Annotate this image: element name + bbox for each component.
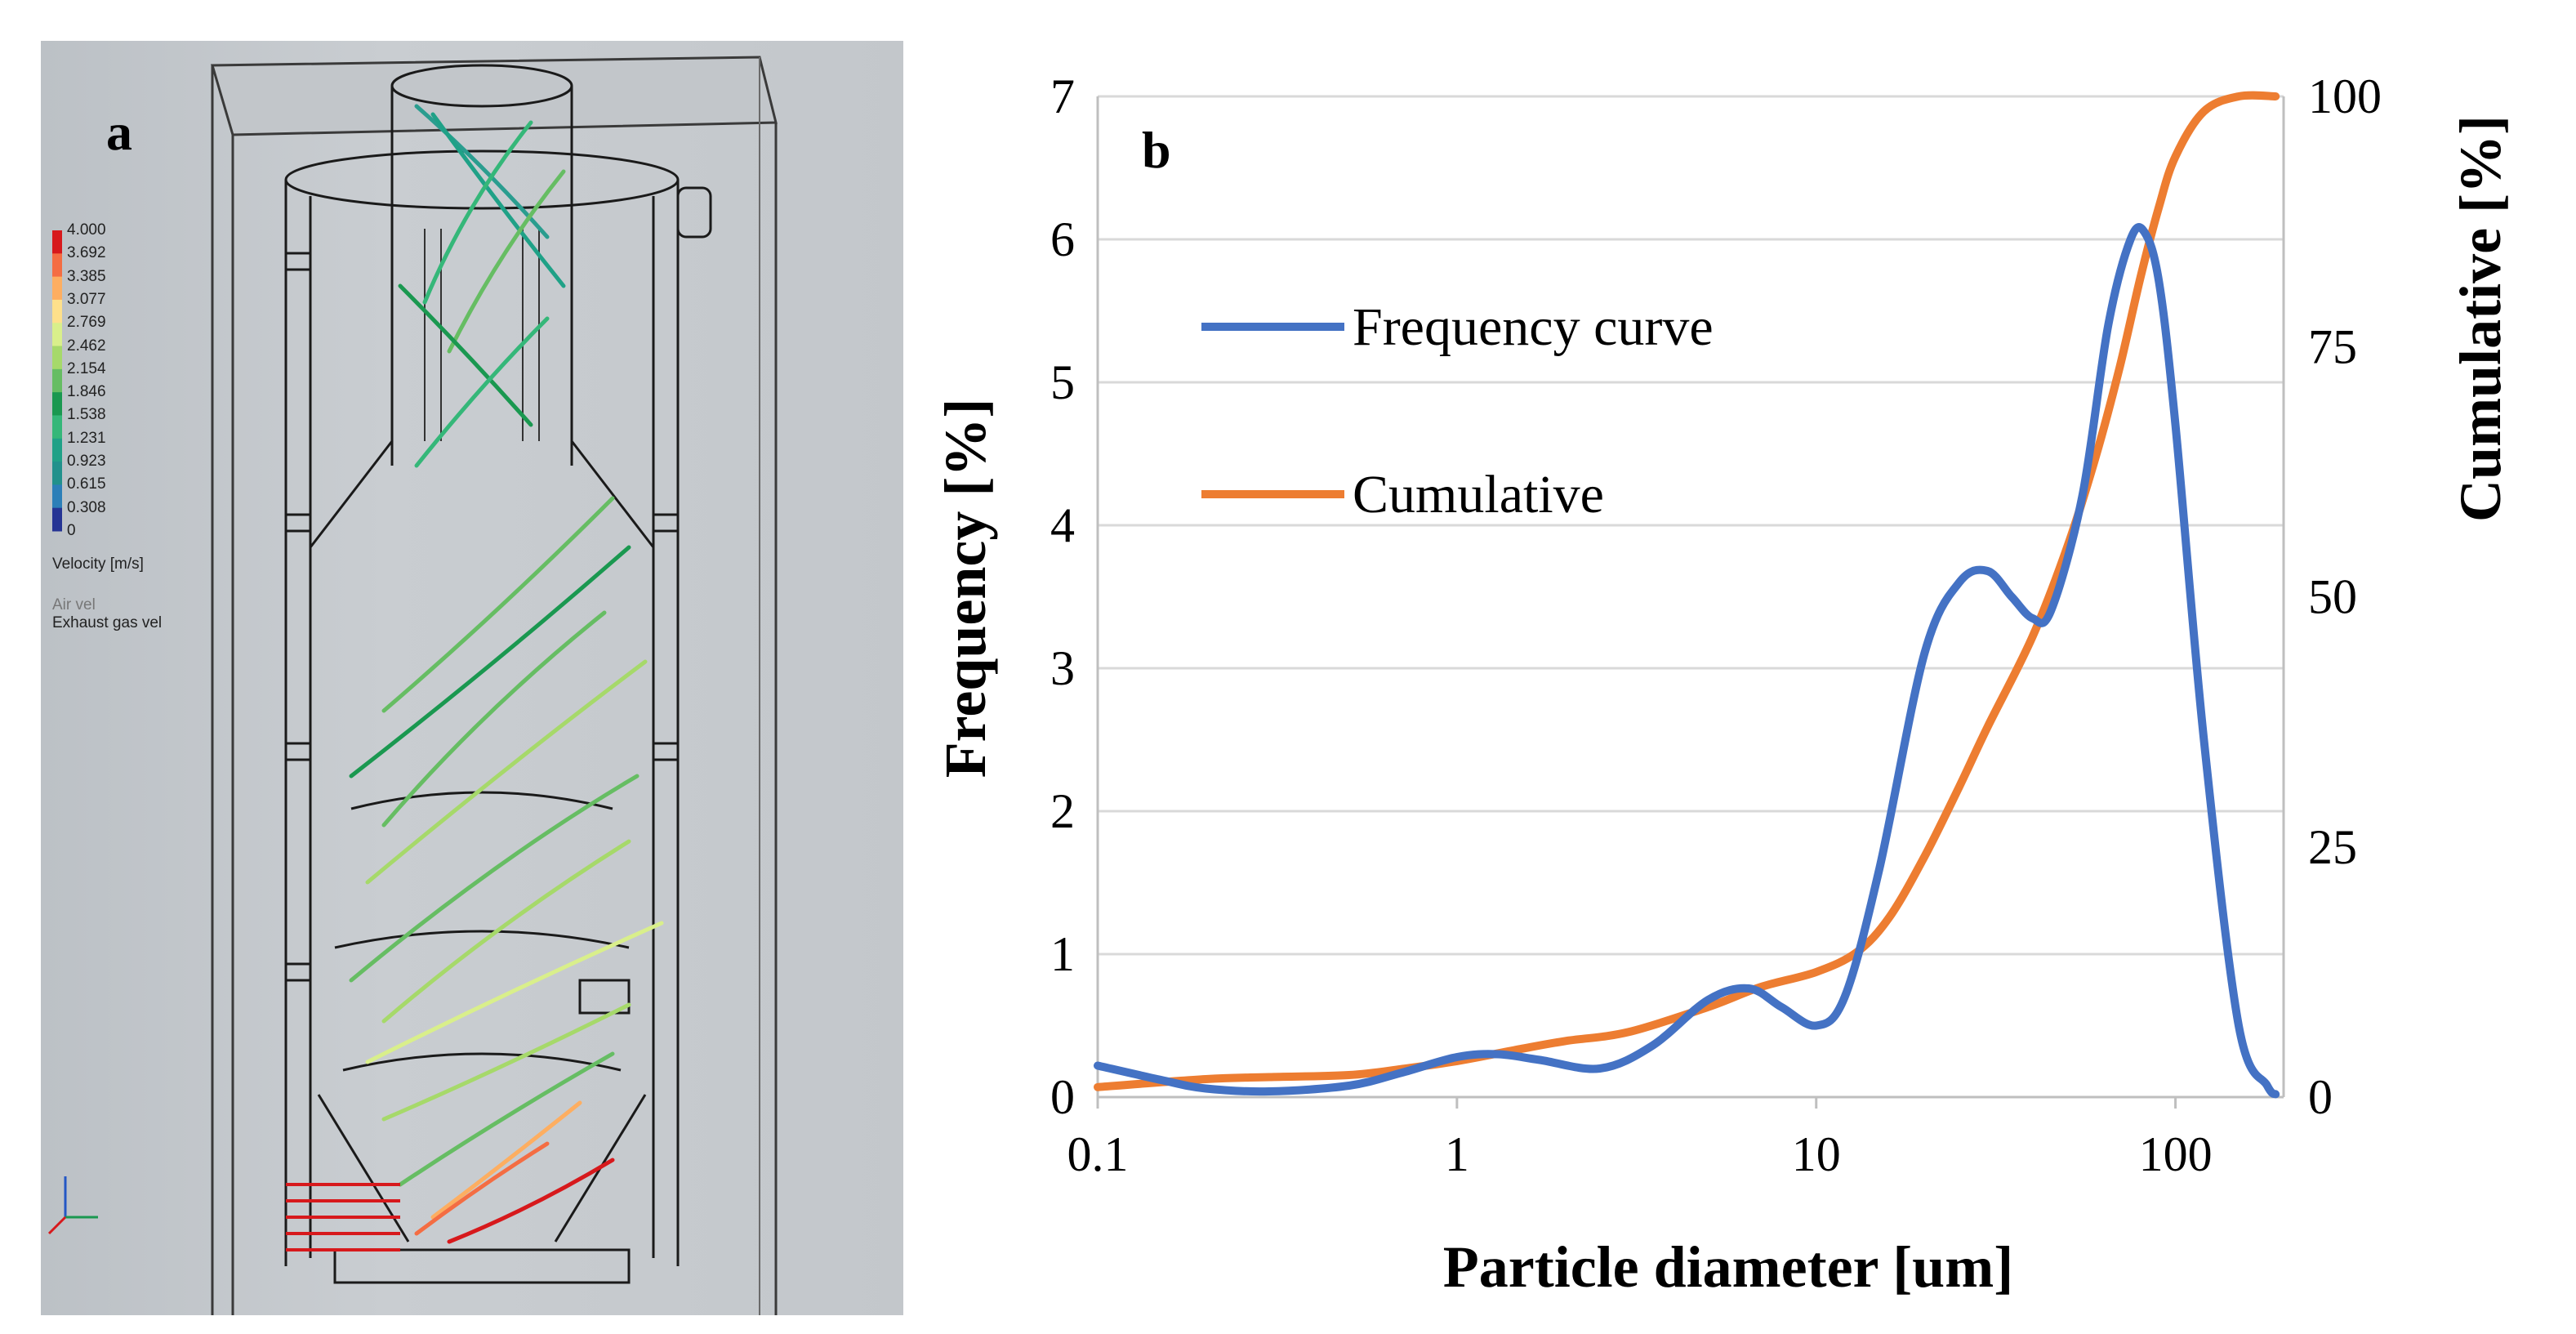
colorbar-segment [52, 507, 62, 532]
y-tick-label: 3 [1050, 641, 1075, 695]
y2-tick-label: 25 [2308, 820, 2357, 874]
x-tick-labels: 0.1 1 10 100 [1067, 1097, 2213, 1181]
chart-svg: 0 1 2 3 4 5 6 7 0 25 50 75 100 0.1 1 10 100 Frequency … [933, 69, 2513, 1300]
y-tick-label: 0 [1050, 1070, 1075, 1124]
panel-b-label: b [1142, 121, 1171, 179]
x-tick-label: 0.1 [1067, 1127, 1129, 1181]
flow-streamlines [349, 104, 664, 1244]
colorbar-tick-label: 2.462 [67, 337, 106, 355]
y2-tick-label: 75 [2308, 319, 2357, 373]
x-tick-label: 100 [2139, 1127, 2213, 1181]
colorbar-tick-label: 3.077 [67, 290, 106, 308]
velocity-colorbar [52, 230, 62, 532]
y-tick-label: 5 [1050, 355, 1075, 409]
colorbar-title: Velocity [m/s] [52, 555, 144, 573]
colorbar-segment [52, 276, 62, 301]
x-tick-label: 10 [1792, 1127, 1841, 1181]
y2-axis-title: Cumulative [%] [2448, 115, 2513, 522]
colorbar-tick-label: 0.923 [67, 453, 106, 471]
colorbar-tick-label: 3.692 [67, 244, 106, 262]
inlet-arrows [286, 1183, 400, 1251]
colorbar-tick-label: 3.385 [67, 267, 106, 285]
y-tick-label: 6 [1050, 212, 1075, 266]
column-body [284, 64, 712, 1284]
panel-a-label: a [106, 103, 132, 161]
y2-tick-label: 100 [2308, 69, 2382, 123]
colorbar-tick-label: 0.308 [67, 498, 106, 516]
y-tick-label: 2 [1050, 784, 1075, 838]
colorbar-segment [52, 299, 62, 323]
colorbar-segment [52, 230, 62, 254]
colorbar-tick-label: 1.538 [67, 406, 106, 424]
colorbar-tick-label: 2.154 [67, 359, 106, 377]
colorbar-segment [52, 392, 62, 416]
domain-box [211, 56, 778, 1315]
colorbar-tick-label: 4.000 [67, 221, 106, 239]
colorbar-tick-label: 1.846 [67, 383, 106, 401]
colorbar-segment [52, 462, 62, 485]
colorbar-tick-label: 2.769 [67, 314, 106, 332]
colorbar-tick-label: 0.615 [67, 475, 106, 493]
y-tick-label: 4 [1050, 498, 1075, 552]
particle-size-chart: 0 1 2 3 4 5 6 7 0 25 50 75 100 0.1 1 10 100 Frequency … [903, 0, 2576, 1334]
colorbar-tick-label: 1.231 [67, 429, 106, 447]
grid-lines [1098, 95, 2284, 956]
air-velocity-label: Air vel [52, 596, 96, 613]
legend-label: Cumulative [1353, 465, 1604, 524]
x-tick-label: 1 [1445, 1127, 1469, 1181]
legend-label: Frequency curve [1353, 297, 1714, 357]
y-tick-label: 1 [1050, 927, 1075, 981]
y-tick-label: 7 [1050, 69, 1075, 123]
y-tick-labels: 0 1 2 3 4 5 6 7 [1050, 69, 1075, 1124]
coil-tubes [424, 229, 540, 441]
colorbar-segment [52, 415, 62, 439]
colorbar-tick-label: 0 [67, 522, 76, 539]
y2-tick-label: 0 [2308, 1070, 2333, 1124]
colorbar-segment [52, 323, 62, 347]
y-axis-title: Frequency [%] [933, 399, 998, 779]
series-lines [1094, 91, 2280, 1099]
axis-triad [47, 1176, 98, 1235]
colorbar-segment [52, 484, 62, 509]
colorbar-segment [52, 346, 62, 370]
colorbar-segment [52, 368, 62, 393]
colorbar-segment [52, 253, 62, 278]
x-axis-title: Particle diameter [um] [1443, 1234, 2013, 1300]
y2-tick-labels: 0 25 50 75 100 [2308, 69, 2382, 1124]
series-line-frequency [1094, 223, 2280, 1099]
series-line-cumulative [1094, 91, 2280, 1091]
chart-axes [1096, 96, 2285, 1099]
y2-tick-label: 50 [2308, 570, 2357, 624]
colorbar-segment [52, 438, 62, 462]
cfd-simulation-panel: a 4.000 3.692 3.385 3.077 2.769 2.462 2.154 1.8… [41, 41, 903, 1315]
exhaust-gas-velocity-label: Exhaust gas vel [52, 614, 163, 631]
cfd-drawing [47, 56, 778, 1315]
chart-legend: Frequency curve Cumulative [1201, 297, 1714, 524]
